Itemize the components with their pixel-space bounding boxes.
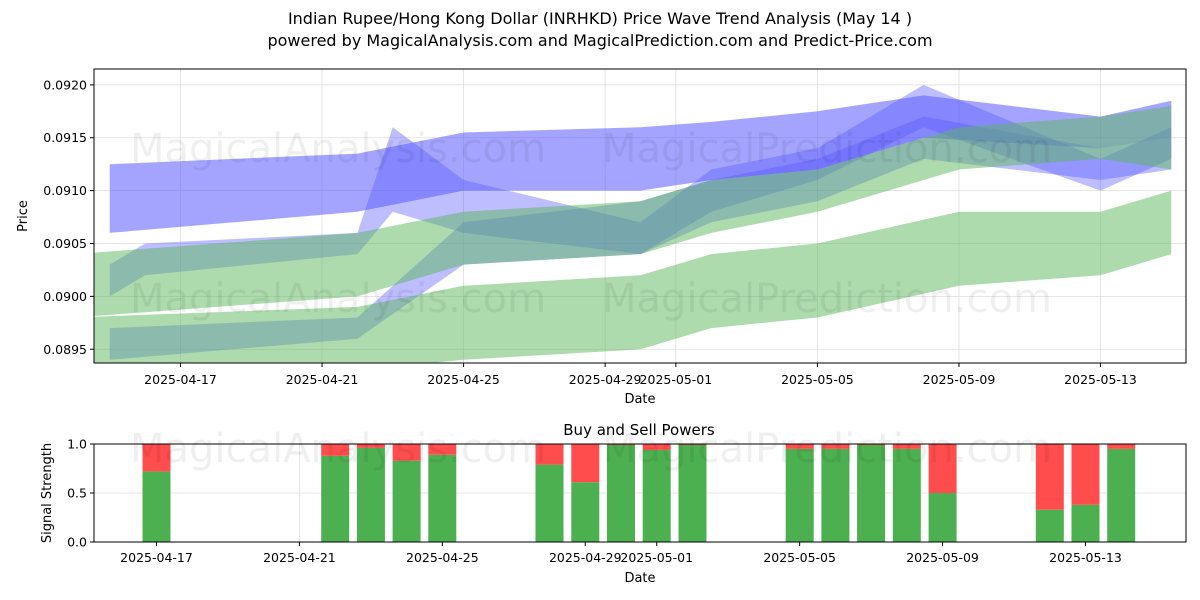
signal-x-tick-label: 2025-05-01: [620, 550, 693, 565]
sell-power-bar: [892, 444, 921, 449]
price-x-tick-label: 2025-04-17: [144, 372, 217, 387]
sell-power-bar: [535, 444, 564, 465]
price-axes-frame: [93, 68, 1187, 364]
sell-power-bar: [1107, 444, 1136, 449]
signal-x-tick-label: 2025-05-13: [1049, 550, 1122, 565]
signal-x-axis-label: Date: [624, 571, 655, 586]
sell-power-bar: [1071, 444, 1100, 505]
sell-power-bar: [642, 444, 671, 450]
price-x-tick-label: 2025-04-25: [427, 372, 500, 387]
price-x-tick-label: 2025-05-01: [640, 372, 713, 387]
chart-title-line2: powered by MagicalAnalysis.com and Magic…: [267, 31, 933, 50]
blue-wave-band: [109, 95, 1172, 233]
sell-power-bar: [571, 444, 600, 483]
buy-power-bar: [785, 448, 814, 542]
buy-power-bar: [892, 448, 921, 542]
sell-power-bar: [785, 444, 814, 449]
watermark-mid-right: MagicalPrediction.com: [602, 276, 1052, 322]
price-x-tick-label: 2025-05-13: [1064, 372, 1137, 387]
buy-power-bar: [1035, 509, 1064, 542]
buy-power-bar: [857, 445, 886, 542]
watermark-top-right: MagicalPrediction.com: [602, 126, 1052, 172]
signal-ticks: 2025-04-17 2025-04-21 2025-04-25 2025-04-29…: [67, 437, 1122, 566]
buy-power-bar: [142, 471, 171, 542]
green-wave-band: [94, 106, 1172, 317]
buy-power-bar: [392, 460, 421, 542]
sell-power-bar: [428, 444, 457, 455]
watermark-bottom-left: MagicalAnalysis.com: [130, 426, 546, 472]
price-bands: [94, 84, 1172, 363]
buy-power-bar: [928, 493, 957, 542]
signal-x-tick-label: 2025-04-25: [406, 550, 479, 565]
price-x-tick-label: 2025-04-21: [286, 372, 359, 387]
signal-chart-title: Buy and Sell Powers: [563, 421, 715, 439]
chart-title-line1: Indian Rupee/Hong Kong Dollar (INRHKD) P…: [287, 9, 913, 28]
signal-x-tick-label: 2025-04-29: [549, 550, 622, 565]
price-y-tick-label: 0.0915: [43, 130, 87, 145]
buy-power-bar: [321, 455, 350, 542]
price-x-tick-label: 2025-04-29: [569, 372, 642, 387]
sell-power-bar: [392, 444, 421, 461]
signal-bars: [142, 444, 1136, 542]
sell-power-bar: [321, 444, 350, 456]
price-ticks: 2025-04-17 2025-04-21 2025-04-25 2025-04-29…: [43, 77, 1137, 387]
sell-power-bar: [821, 444, 850, 449]
buy-power-bar: [642, 449, 671, 542]
buy-power-bar: [1071, 504, 1100, 542]
signal-y-tick-label: 0.5: [67, 486, 87, 501]
buy-power-bar: [356, 447, 385, 542]
buy-power-bar: [428, 454, 457, 542]
buy-power-bar: [821, 448, 850, 542]
price-y-tick-label: 0.0910: [43, 183, 87, 198]
signal-x-tick-label: 2025-05-05: [763, 550, 836, 565]
buy-power-bar: [678, 445, 707, 542]
buy-power-bar: [607, 445, 635, 542]
sell-power-bar: [142, 444, 171, 472]
signal-x-tick-label: 2025-05-09: [906, 550, 979, 565]
buy-power-bar: [1107, 448, 1136, 542]
signal-x-tick-label: 2025-04-17: [120, 550, 193, 565]
price-y-tick-label: 0.0895: [43, 342, 87, 357]
watermark-top-left: MagicalAnalysis.com: [130, 126, 546, 172]
watermark-mid-left: MagicalAnalysis.com: [130, 276, 546, 322]
price-x-axis-label: Date: [624, 392, 655, 407]
signal-y-tick-label: 1.0: [67, 437, 87, 452]
watermark-bottom-right: MagicalPrediction.com: [602, 426, 1052, 472]
chart-title: Indian Rupee/Hong Kong Dollar (INRHKD) P…: [0, 8, 1200, 52]
price-y-axis-label: Price: [16, 200, 31, 232]
price-x-tick-label: 2025-05-05: [781, 372, 854, 387]
sell-power-bar: [928, 444, 957, 493]
buy-power-bar: [571, 482, 600, 542]
buy-power-bar: [535, 464, 564, 542]
signal-x-tick-label: 2025-04-21: [263, 550, 336, 565]
signal-y-tick-label: 0.0: [67, 535, 87, 550]
price-y-tick-label: 0.0920: [43, 77, 87, 92]
sell-power-bar: [356, 444, 385, 448]
price-y-tick-label: 0.0900: [43, 289, 87, 304]
price-x-tick-label: 2025-05-09: [923, 372, 996, 387]
price-y-tick-label: 0.0905: [43, 236, 87, 251]
signal-y-axis-label: Signal Strength: [40, 443, 55, 543]
sell-power-bar: [1035, 444, 1064, 510]
green-wave-band: [94, 190, 1172, 363]
